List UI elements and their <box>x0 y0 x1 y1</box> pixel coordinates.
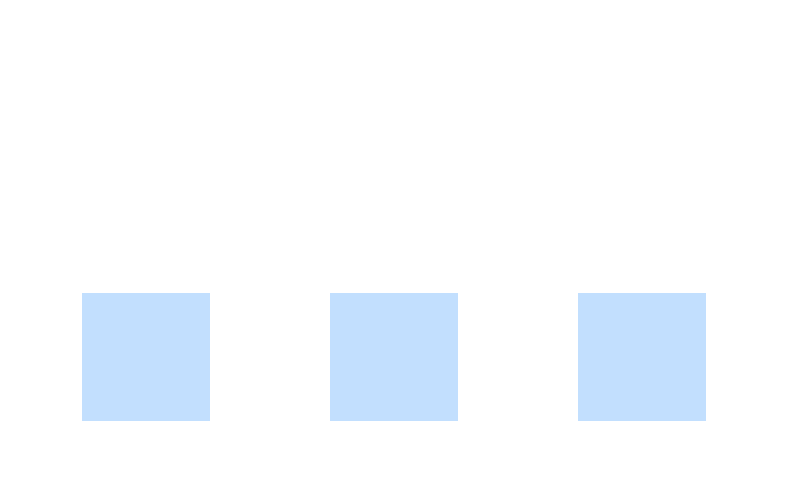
blue-square-2[interactable] <box>330 293 458 421</box>
blue-square-1[interactable] <box>82 293 210 421</box>
blue-square-3[interactable] <box>578 293 706 421</box>
